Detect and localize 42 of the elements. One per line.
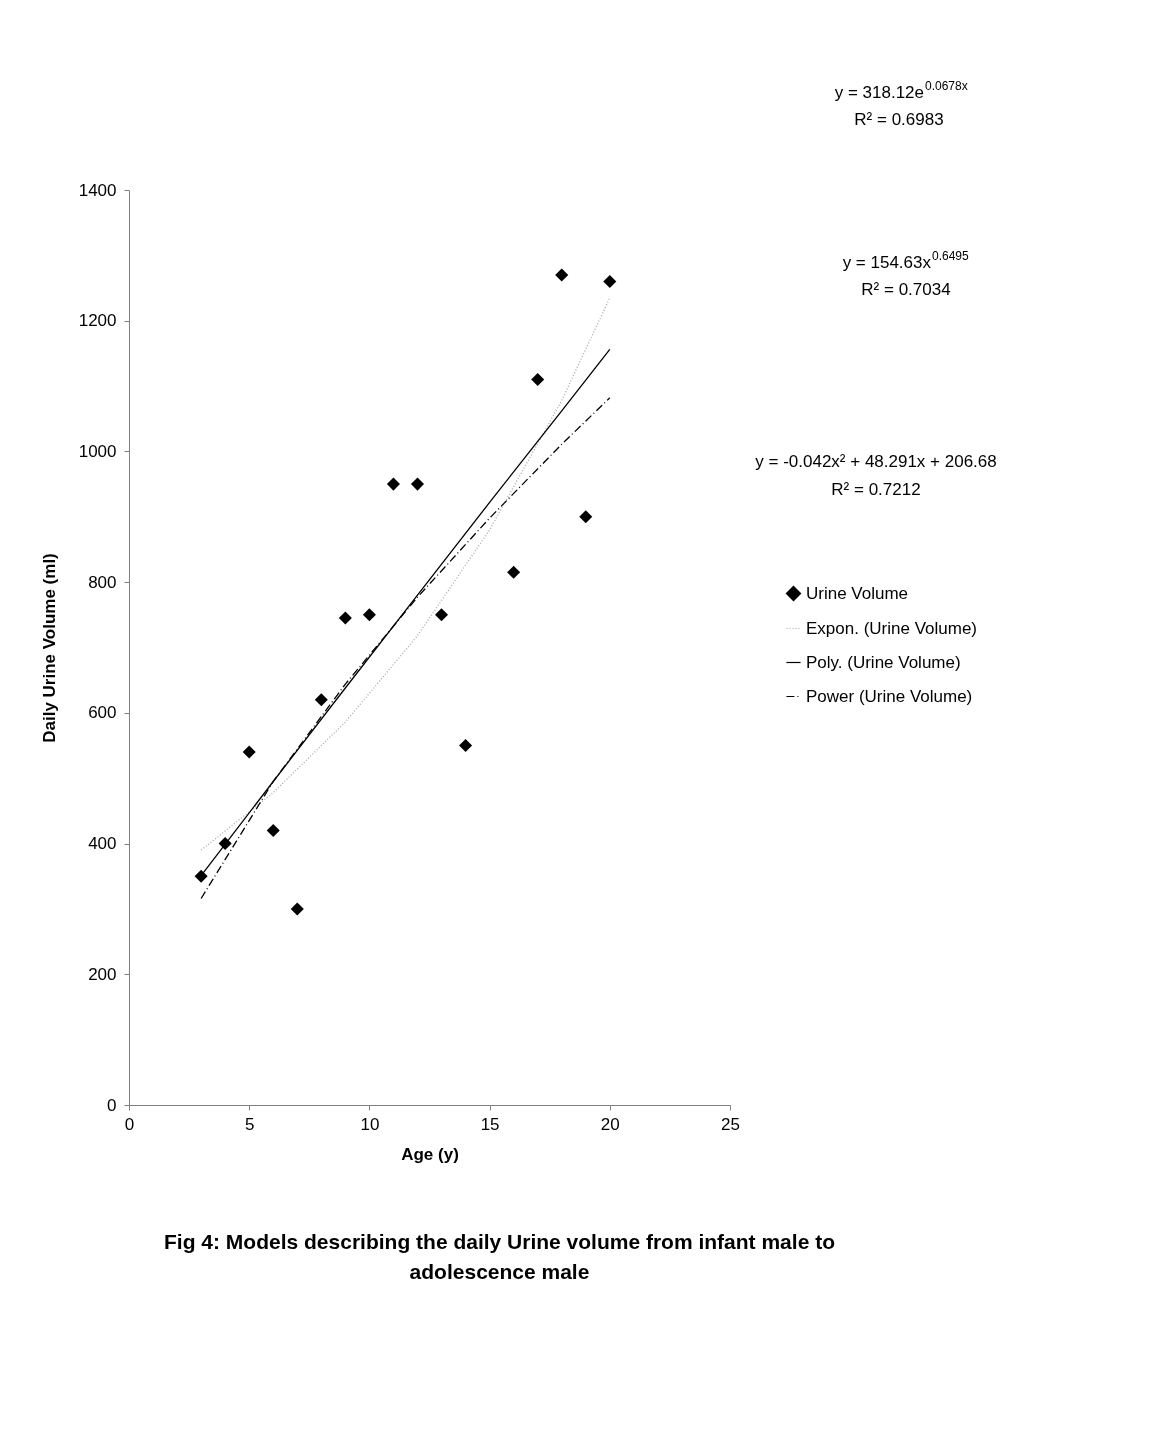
point (459, 739, 473, 753)
point (266, 823, 280, 838)
x-tick-label: 25 (721, 1114, 740, 1134)
point (218, 837, 232, 851)
x-tick-label: 5 (244, 1114, 255, 1134)
point (410, 477, 424, 491)
y-tick-label: 1000 (78, 441, 117, 461)
text: R² = 0.7212 (831, 480, 921, 499)
y-tick-label: 400 (88, 834, 117, 854)
point (242, 745, 256, 759)
y-tick-label: 1200 (78, 311, 117, 331)
text: R² = 0.7034 (861, 280, 951, 299)
point (507, 565, 521, 579)
point (194, 869, 208, 883)
y-tick-label: 0 (107, 1095, 117, 1115)
x-tick-label: 15 (480, 1114, 500, 1134)
x-tick-label: 20 (600, 1114, 620, 1134)
text: Fig 4: Models describing the daily Urine volume from infant male to adolescence male (164, 1230, 835, 1283)
point (314, 693, 328, 707)
y-tick-label: 200 (88, 964, 117, 984)
x-tick-label: 10 (360, 1114, 380, 1134)
point (555, 268, 569, 282)
legend-label: Expon. (Urine Volume) (806, 618, 978, 638)
x-tick-label: 0 (124, 1114, 135, 1134)
point (603, 274, 617, 289)
point (531, 373, 545, 387)
point (435, 608, 449, 622)
legend-label: Urine Volume (806, 583, 909, 603)
y-tick-label: 600 (88, 703, 117, 723)
text: R² = 0.6983 (854, 110, 944, 129)
point (338, 611, 352, 625)
point (579, 510, 593, 524)
text: y = -0.042x² + 48.291x + 206.68 (755, 452, 997, 471)
y-tick-label: 1400 (78, 180, 117, 200)
legend-label: Poly. (Urine Volume) (806, 652, 961, 672)
y-tick-label: 800 (88, 572, 117, 592)
point (386, 477, 400, 491)
x-axis-title: Age (y) (401, 1144, 459, 1164)
y-axis-title: Daily Urine Volume (ml) (39, 553, 59, 743)
point (290, 902, 304, 916)
legend-label: Power (Urine Volume) (806, 686, 973, 706)
point (362, 608, 376, 622)
